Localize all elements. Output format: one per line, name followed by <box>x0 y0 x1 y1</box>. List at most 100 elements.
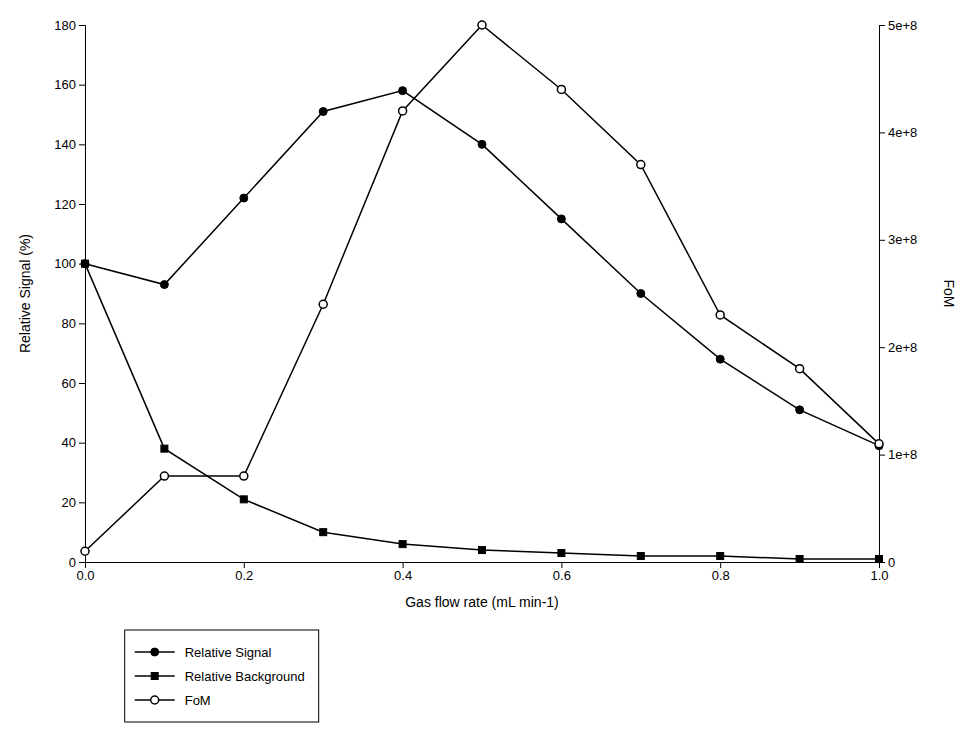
tick: 1.0 <box>870 562 888 583</box>
tick-mark <box>244 562 245 568</box>
tick-mark <box>79 85 85 86</box>
marker <box>716 311 724 319</box>
tick-mark <box>879 25 885 26</box>
tick-label: 0 <box>69 555 76 570</box>
marker <box>319 108 327 116</box>
tick: 60 <box>62 376 85 391</box>
tick-mark <box>79 323 85 324</box>
marker <box>716 355 724 363</box>
tick-label: 5e+8 <box>888 18 917 33</box>
marker <box>399 541 406 548</box>
marker <box>240 194 248 202</box>
tick-label: 100 <box>54 256 76 271</box>
marker <box>81 260 89 268</box>
tick-mark <box>79 204 85 205</box>
tick: 20 <box>62 495 85 510</box>
legend-marker <box>151 696 159 704</box>
marker <box>478 21 486 29</box>
tick-label: 0 <box>888 555 895 570</box>
axis-line <box>86 563 880 569</box>
legend-label: Relative Background <box>185 669 305 684</box>
marker <box>558 550 565 557</box>
tick: 160 <box>54 77 85 92</box>
marker <box>319 300 327 308</box>
tick-mark <box>79 25 85 26</box>
tick: 4e+8 <box>879 125 917 140</box>
tick-label: 180 <box>54 18 76 33</box>
tick-label: 40 <box>62 435 76 450</box>
tick: 1e+8 <box>879 447 917 462</box>
tick-label: 0.2 <box>235 568 253 583</box>
tick: 0.4 <box>394 562 412 583</box>
y2-axis: 01e+82e+83e+84e+85e+8 <box>879 18 917 570</box>
marker <box>796 365 804 373</box>
line <box>85 25 879 551</box>
tick: 0.8 <box>712 562 730 583</box>
marker <box>637 161 645 169</box>
marker <box>479 547 486 554</box>
axis-line <box>880 26 886 563</box>
legend-item: Relative Background <box>135 669 305 684</box>
series <box>81 21 883 555</box>
marker <box>160 472 168 480</box>
tick: 3e+8 <box>879 232 917 247</box>
tick: 140 <box>54 137 85 152</box>
axis-line <box>79 26 86 563</box>
marker <box>717 553 724 560</box>
tick-mark <box>561 562 562 568</box>
tick: 0.0 <box>76 562 94 583</box>
tick-mark <box>879 347 885 348</box>
tick: 100 <box>54 256 85 271</box>
marker <box>876 556 883 563</box>
legend-label: FoM <box>185 693 211 708</box>
marker <box>320 529 327 536</box>
marker <box>478 140 486 148</box>
marker <box>875 440 883 448</box>
tick-label: 0.0 <box>76 568 94 583</box>
tick-label: 1.0 <box>870 568 888 583</box>
tick-label: 20 <box>62 495 76 510</box>
tick-mark <box>79 383 85 384</box>
y-axis: 020406080100120140160180 <box>54 18 85 570</box>
tick-mark <box>879 240 885 241</box>
tick-mark <box>79 443 85 444</box>
chart: 0.00.20.40.60.81.00204060801001201401601… <box>0 0 969 752</box>
tick-label: 60 <box>62 376 76 391</box>
x-axis: 0.0 0.2 0.4 0.6 0.8 1.0 <box>76 562 888 583</box>
line <box>85 264 879 559</box>
series <box>81 87 883 450</box>
legend-label: Relative Signal <box>185 645 272 660</box>
marker <box>557 215 565 223</box>
line <box>85 91 879 446</box>
tick-label: 160 <box>54 77 76 92</box>
tick-mark <box>79 562 85 563</box>
tick-mark <box>403 562 404 568</box>
tick-mark <box>879 132 885 133</box>
marker <box>160 281 168 289</box>
series <box>82 260 883 562</box>
tick-label: 3e+8 <box>888 232 917 247</box>
y2-axis-title: FoM <box>941 280 957 308</box>
tick-label: 80 <box>62 316 76 331</box>
tick-mark <box>720 562 721 568</box>
plot: 0.00.20.40.60.81.00204060801001201401601… <box>17 18 957 722</box>
tick-label: 1e+8 <box>888 447 917 462</box>
marker <box>161 445 168 452</box>
x-axis-title: Gas flow rate (mL min-1) <box>405 594 559 610</box>
legend: Relative Signal Relative Background FoM <box>125 630 319 722</box>
marker <box>796 406 804 414</box>
legend-marker <box>151 673 158 680</box>
marker <box>399 107 407 115</box>
marker <box>557 85 565 93</box>
marker <box>637 290 645 298</box>
tick-label: 0.8 <box>712 568 730 583</box>
marker <box>796 556 803 563</box>
tick: 5e+8 <box>879 18 917 33</box>
legend-item: FoM <box>135 693 211 708</box>
tick-label: 0.6 <box>553 568 571 583</box>
tick: 40 <box>62 435 85 450</box>
tick-label: 0.4 <box>394 568 412 583</box>
tick-mark <box>79 144 85 145</box>
tick-mark <box>79 502 85 503</box>
marker <box>240 472 248 480</box>
